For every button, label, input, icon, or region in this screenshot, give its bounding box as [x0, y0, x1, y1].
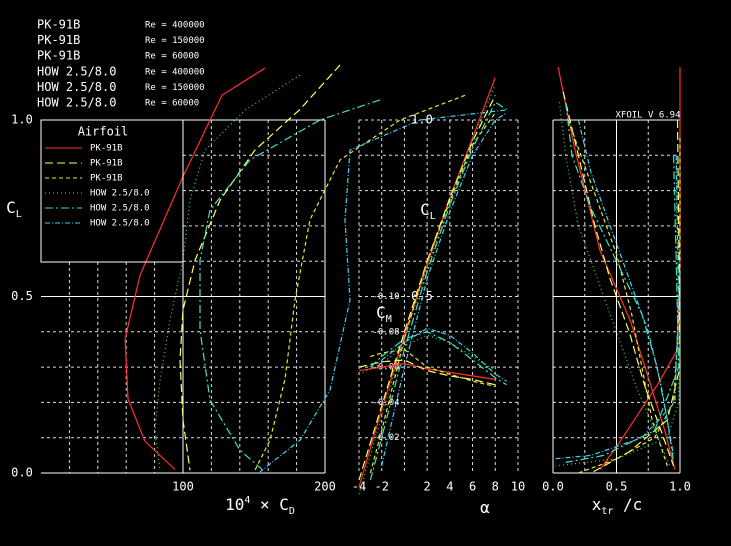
header-airfoil: HOW 2.5/8.0	[37, 96, 116, 110]
y2-tick-label: -0.08	[372, 327, 399, 337]
axis-label-part: /c	[613, 495, 642, 514]
legend-label: HOW 2.5/8.0	[90, 189, 150, 199]
header-reynolds: Re = 60000	[145, 52, 199, 62]
polar-curve	[562, 91, 675, 467]
x-tick-label: 200	[314, 480, 336, 494]
version-stamp: XFOIL V 6.94	[615, 111, 680, 121]
y-tick-label: 0.0	[11, 466, 33, 480]
polar-curve	[567, 119, 668, 467]
x-tick-label: 4	[446, 480, 453, 494]
legend-label: HOW 2.5/8.0	[90, 219, 150, 229]
polar-curve	[358, 77, 496, 488]
header-airfoil: HOW 2.5/8.0	[37, 80, 116, 94]
polar-curve	[381, 112, 507, 467]
x-tick-label: 8	[492, 480, 499, 494]
polar-curve	[358, 362, 496, 381]
polar-curve	[369, 112, 496, 474]
polar-curve	[124, 67, 266, 470]
x-axis-label: xtr /c	[592, 495, 643, 517]
polar-curve	[577, 119, 675, 456]
y-axis-label: CL	[420, 200, 436, 222]
axis-label-part: 4	[244, 495, 250, 506]
legend-box	[40, 119, 184, 263]
header-reynolds: Re = 400000	[145, 67, 205, 77]
axis-label-part: C	[6, 198, 16, 217]
y2-tick-label: -0.10	[372, 292, 399, 302]
axis-label-part: D	[289, 506, 295, 517]
header-airfoil: HOW 2.5/8.0	[37, 64, 116, 78]
header-reynolds: Re = 60000	[145, 99, 199, 109]
axis-label-part: α	[480, 498, 490, 517]
axis-label-part: x	[592, 495, 602, 514]
polar-curve	[370, 348, 496, 388]
x-tick-label: 1.0	[669, 480, 691, 494]
x-axis-label: α	[480, 498, 490, 517]
polar-curve	[154, 74, 301, 471]
polar-curve	[552, 155, 680, 460]
polar-curve	[199, 99, 381, 473]
polar-curve	[565, 155, 680, 463]
y-tick-label: 1.0	[411, 113, 433, 127]
axis-label-part: L	[16, 209, 22, 220]
polar-curve	[599, 67, 681, 470]
legend-title: Airfoil	[78, 125, 129, 139]
y2-tick-label: -0.06	[372, 363, 399, 373]
polar-curve	[358, 84, 496, 495]
legend-label: PK-91B	[90, 159, 123, 169]
header-reynolds: Re = 400000	[145, 21, 205, 31]
polar-curve	[557, 66, 676, 470]
axis-label-part: L	[430, 211, 436, 222]
y2-tick-label: -0.02	[372, 433, 399, 443]
y2-axis-label: CM	[376, 303, 392, 325]
x-tick-label: 6	[469, 480, 476, 494]
x-tick-label: 2	[424, 480, 431, 494]
polar-curve	[369, 331, 507, 386]
polar-curve	[254, 94, 466, 471]
axis-label-part: × C	[250, 495, 289, 514]
polar-curve	[179, 64, 341, 471]
axis-label-part: tr	[601, 506, 613, 517]
header-reynolds: Re = 150000	[145, 36, 205, 46]
legend-label: HOW 2.5/8.0	[90, 204, 150, 214]
legend-label: PK-91B	[90, 174, 123, 184]
axis-label-part: C	[376, 303, 386, 322]
y-axis-label: CL	[6, 198, 22, 220]
y-tick-label: 0.5	[11, 289, 33, 303]
header-airfoil: PK-91B	[37, 33, 80, 47]
header-airfoil: PK-91B	[37, 18, 80, 32]
header-airfoil: PK-91B	[37, 49, 80, 63]
y2-tick-label: -0.04	[372, 398, 399, 408]
header-reynolds: Re = 150000	[145, 83, 205, 93]
axis-label-part: M	[386, 314, 392, 325]
x-tick-label: 0.0	[542, 480, 564, 494]
legend-label: PK-91B	[90, 144, 123, 154]
axis-label-part: 10	[225, 495, 244, 514]
x-tick-label: 10	[511, 480, 525, 494]
y-tick-label: 1.0	[11, 113, 33, 127]
polar-curve	[590, 119, 681, 474]
polar-curve	[369, 101, 507, 481]
x-axis-label: 104 × CD	[225, 495, 295, 517]
axis-label-part: C	[420, 200, 430, 219]
x-tick-label: 0.5	[606, 480, 628, 494]
x-tick-label: 100	[172, 480, 194, 494]
polar-curve	[259, 109, 506, 473]
x-tick-label: -2	[374, 480, 388, 494]
